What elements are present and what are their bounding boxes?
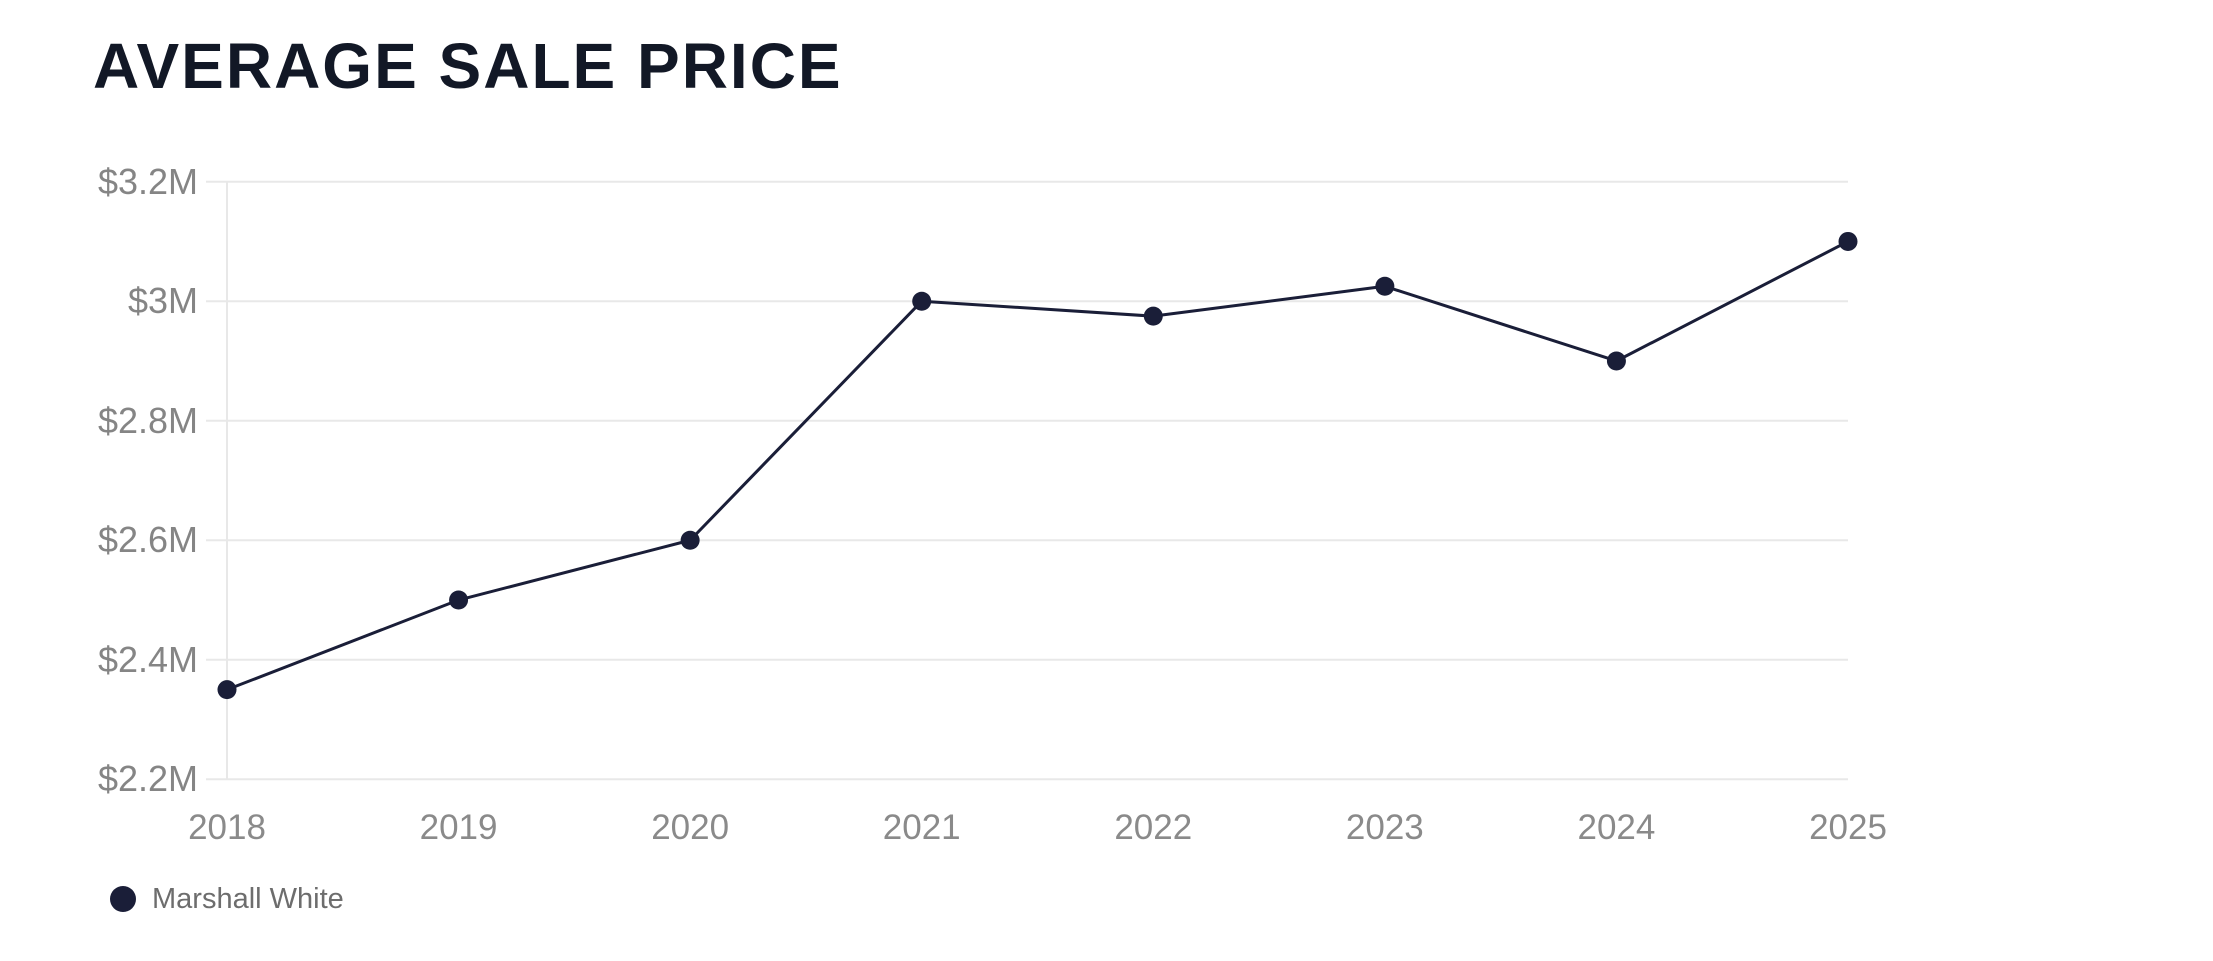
data-point-2024[interactable] <box>1606 351 1626 371</box>
data-point-2023[interactable] <box>1375 276 1395 296</box>
legend-item-marshall-white[interactable]: Marshall White <box>110 884 344 914</box>
x-tick-label-2019: 2019 <box>419 808 498 847</box>
data-point-2022[interactable] <box>1143 306 1163 326</box>
series-line-marshall-white <box>225 239 1850 692</box>
x-tick-label-2024: 2024 <box>1577 808 1656 847</box>
x-tick-label-2023: 2023 <box>1345 808 1424 847</box>
y-tick-label-3.2: $3.2M <box>97 160 198 202</box>
data-point-2019[interactable] <box>449 590 469 610</box>
data-point-2018[interactable] <box>217 680 237 700</box>
y-tick-label-2.4: $2.4M <box>97 638 198 680</box>
x-tick-label-2018: 2018 <box>188 808 266 847</box>
x-tick-label-2020: 2020 <box>651 808 730 847</box>
y-tick-label-2.2: $2.2M <box>97 758 198 800</box>
y-tick-label-2.6: $2.6M <box>97 519 198 561</box>
x-tick-label-2025: 2025 <box>1809 808 1887 847</box>
x-tick-label-2022: 2022 <box>1114 808 1193 847</box>
chart-title: AVERAGE SALE PRICE <box>93 30 843 102</box>
data-point-2020[interactable] <box>680 530 700 550</box>
y-tick-label-3: $3M <box>127 280 198 322</box>
legend-swatch-icon <box>110 886 136 912</box>
chart-legend: Marshall White <box>110 884 344 914</box>
data-point-2025[interactable] <box>1838 231 1858 251</box>
data-point-2021[interactable] <box>912 291 932 311</box>
x-tick-label-2021: 2021 <box>882 808 961 847</box>
legend-label: Marshall White <box>152 883 344 915</box>
y-tick-label-2.8: $2.8M <box>97 399 198 441</box>
